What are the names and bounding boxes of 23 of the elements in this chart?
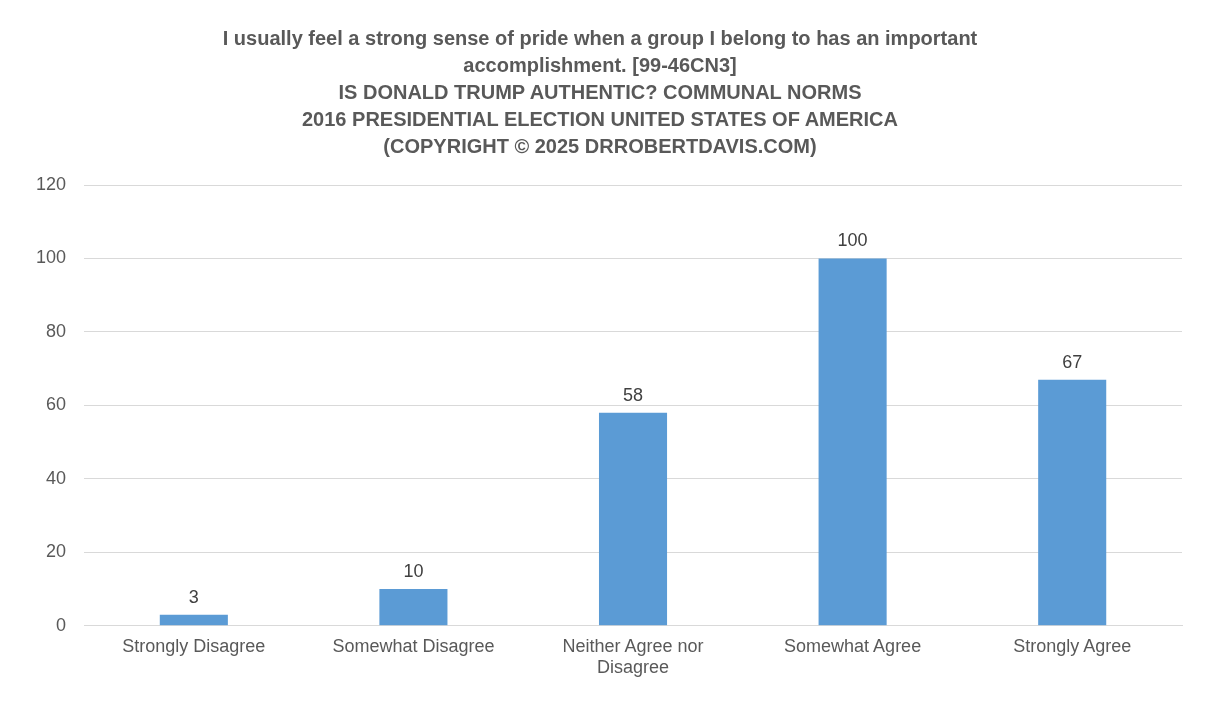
data-label: 58 [623, 384, 644, 405]
bar [598, 412, 668, 626]
x-tick-label: Somewhat Agree [784, 635, 922, 656]
y-tick-label: 0 [56, 614, 67, 635]
x-tick-label: Strongly Agree [1013, 635, 1132, 656]
chart-title: I usually feel a strong sense of pride when a group I belong to has an important accomplishment. [99-46CN3] IS DONALD TRUMP AUTHENTIC? COMMUNAL NORMS 2016 PRESIDENTIAL ELECTION UNITED STATES OF AMERICA (COPYRIGHT © 2025 DRROBERTDAVIS.COM) [222, 27, 978, 158]
bar [379, 589, 448, 626]
y-tick-label: 20 [46, 541, 67, 562]
x-tick-label: Strongly Disagree [122, 635, 266, 656]
x-tick-label: Neither Agree nor Disagree [562, 635, 704, 678]
y-tick-label: 80 [46, 320, 67, 341]
bar [159, 614, 228, 626]
x-tick-label: Somewhat Disagree [332, 635, 495, 656]
bar [818, 258, 887, 626]
y-tick-label: 60 [46, 394, 67, 415]
data-label: 10 [403, 561, 424, 582]
y-tick-label: 100 [35, 247, 67, 268]
y-tick-label: 40 [46, 467, 67, 488]
bar [1038, 379, 1107, 626]
data-label: 100 [837, 230, 868, 251]
data-label: 3 [188, 586, 199, 607]
y-tick-label: 120 [35, 173, 67, 194]
data-label: 67 [1062, 351, 1083, 372]
